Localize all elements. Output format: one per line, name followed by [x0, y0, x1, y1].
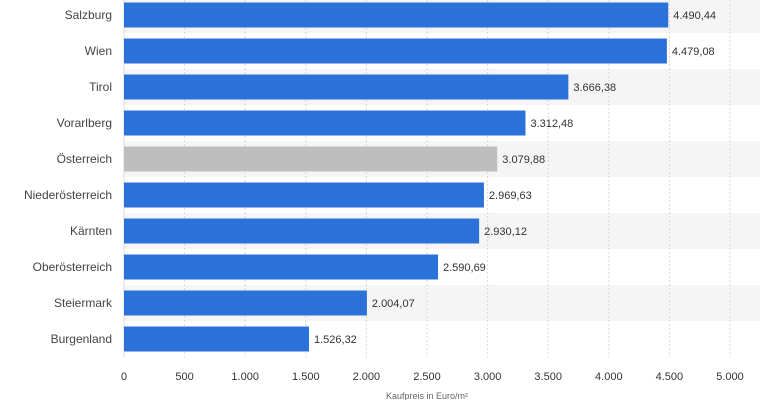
- category-label-layer: Salzburg Wien Tirol Vorarlberg Österreich Nie…: [24, 8, 113, 346]
- x-tick-label: 500: [175, 371, 193, 383]
- x-tick-label: 0: [121, 371, 127, 383]
- bar-layer: [124, 2, 669, 352]
- bar: [124, 38, 667, 64]
- x-tick-label: 4.500: [656, 371, 684, 383]
- x-axis-title: Kaufpreis in Euro/m²: [386, 391, 468, 400]
- category-label: Wien: [85, 44, 112, 58]
- x-tick-label: 3.500: [534, 371, 562, 383]
- value-label: 4.490,44: [673, 10, 716, 22]
- bar: [124, 254, 438, 280]
- category-label: Tirol: [89, 80, 112, 94]
- x-tick-label: 2.000: [353, 371, 381, 383]
- category-label: Burgenland: [51, 332, 112, 346]
- category-label: Niederösterreich: [24, 188, 112, 202]
- x-tick-label: 4.000: [595, 371, 623, 383]
- x-tick-label: 2.500: [413, 371, 441, 383]
- value-label-layer: 4.490,44 4.479,08 3.666,38 3.312,48 3.079,88…: [314, 10, 716, 346]
- bar: [124, 146, 498, 172]
- x-tick-label: 5.000: [716, 371, 744, 383]
- value-label: 4.479,08: [672, 46, 715, 58]
- value-label: 1.526,32: [314, 334, 357, 346]
- value-label: 2.590,69: [443, 262, 486, 274]
- bar: [124, 2, 669, 28]
- category-label: Vorarlberg: [57, 116, 112, 130]
- value-label: 2.969,63: [489, 190, 532, 202]
- value-label: 3.312,48: [530, 118, 573, 130]
- bar: [124, 182, 484, 208]
- x-tick-label: 1.500: [292, 371, 320, 383]
- category-label: Kärnten: [70, 224, 112, 238]
- category-label: Salzburg: [65, 8, 112, 22]
- bar: [124, 74, 569, 100]
- bar: [124, 290, 367, 316]
- x-tick-label: 3.000: [474, 371, 502, 383]
- category-label: Oberösterreich: [33, 260, 112, 274]
- tick-label-layer: 0 500 1.000 1.500 2.000 2.500 3.000 3.500 4.000 4…: [121, 371, 744, 383]
- value-label: 2.930,12: [484, 226, 527, 238]
- value-label: 2.004,07: [372, 298, 415, 310]
- value-label: 3.666,38: [573, 82, 616, 94]
- value-label: 3.079,88: [502, 154, 545, 166]
- x-tick-label: 1.000: [231, 371, 259, 383]
- bar: [124, 110, 526, 136]
- category-label: Österreich: [57, 152, 112, 166]
- bar: [124, 326, 309, 352]
- bar: [124, 218, 480, 244]
- category-label: Steiermark: [54, 296, 113, 310]
